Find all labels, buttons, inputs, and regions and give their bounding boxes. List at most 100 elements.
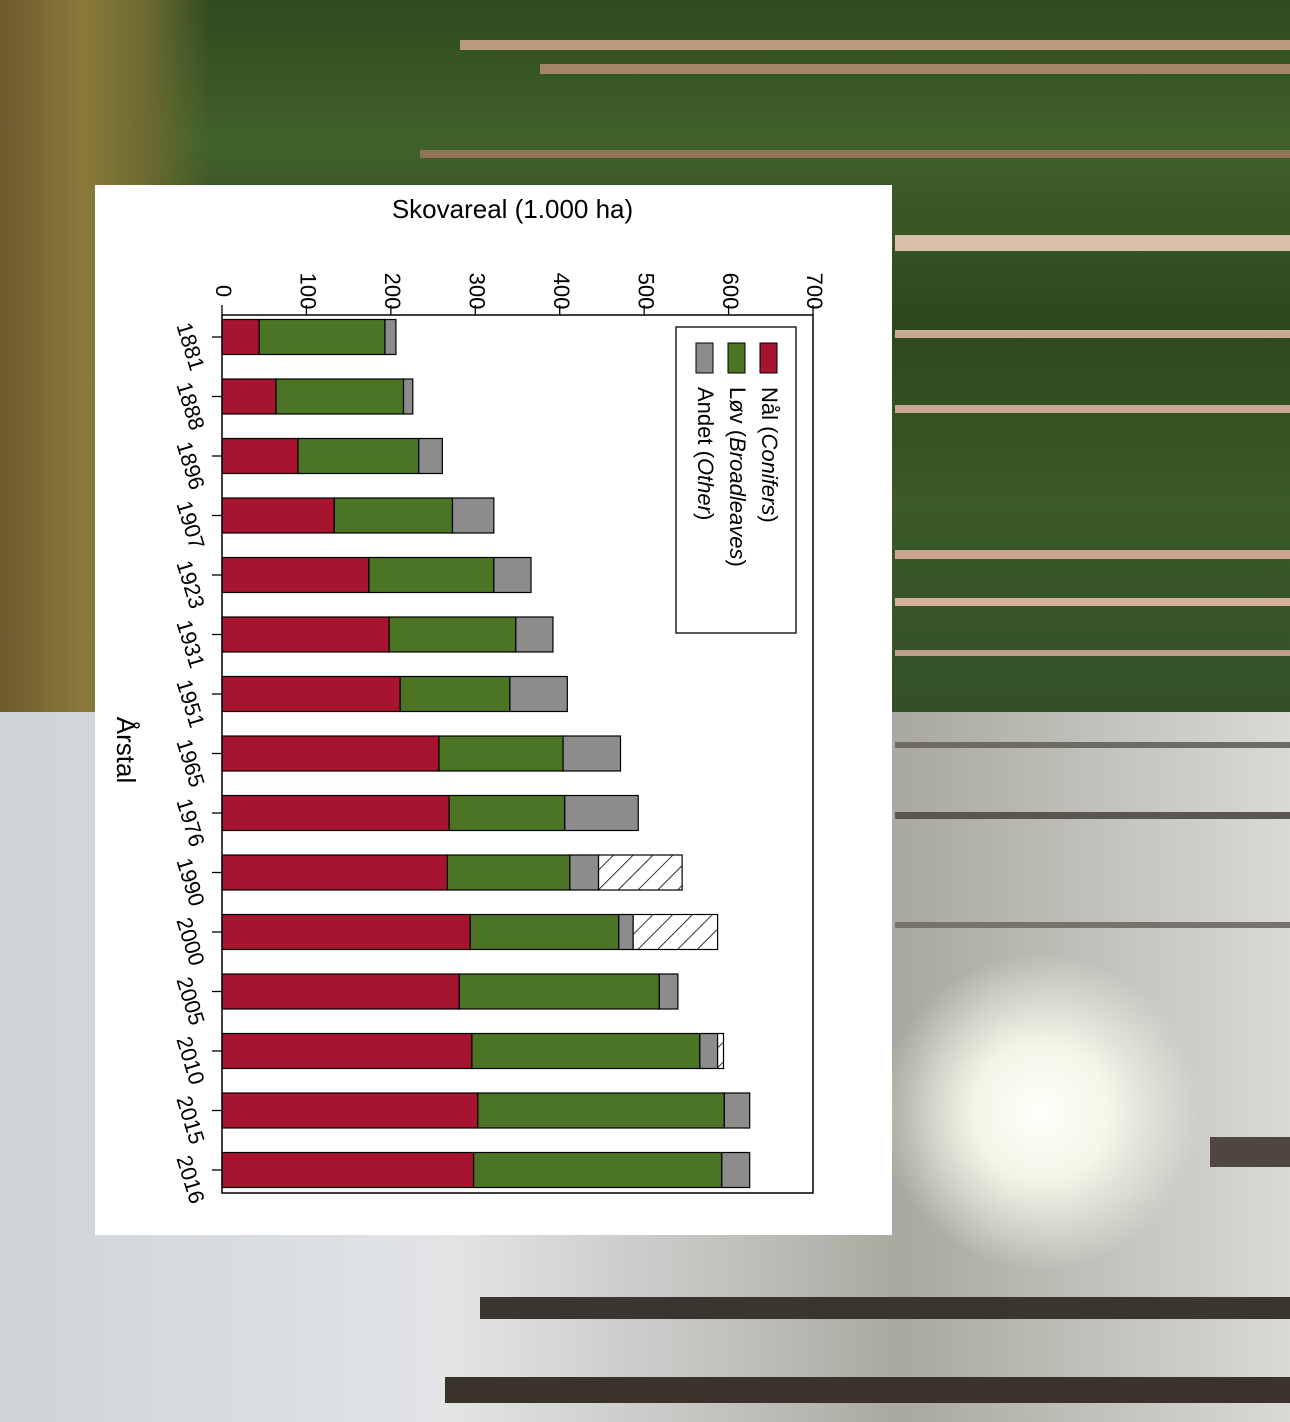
bar-other-1896 [418, 437, 443, 475]
legend-label-other: Andet (Other) [693, 387, 718, 520]
tree-trunk [895, 550, 1290, 559]
tree-trunk [895, 742, 1290, 748]
bar-conifers-1888 [221, 378, 277, 415]
bar-other-1951 [509, 675, 568, 713]
bar-conifers-1923 [221, 556, 370, 594]
bar-conifers-1896 [221, 437, 299, 475]
bar-hatched-2000 [632, 913, 719, 951]
bar-conifers-1965 [221, 735, 440, 772]
bars-layer [221, 318, 751, 1189]
bar-other-1888 [402, 378, 414, 415]
tree-trunk [540, 64, 1290, 74]
x-tick-label: 200 [380, 273, 405, 310]
y-tick-label: 1990 [172, 855, 210, 909]
tree-trunk [445, 1377, 1290, 1403]
legend-box [675, 326, 797, 634]
bar-conifers-1907 [221, 497, 335, 534]
legend: Nål (Conifers)Løv (Broadleaves)Andet (Ot… [675, 326, 797, 634]
tree-trunk [1210, 1137, 1290, 1167]
x-axis-label: Skovareal (1.000 ha) [392, 194, 633, 224]
bar-broadleaves-2016 [472, 1151, 723, 1189]
bar-broadleaves-1896 [297, 437, 420, 475]
bar-broadleaves-1931 [388, 616, 517, 653]
x-tick-label: 600 [718, 273, 743, 310]
bar-other-2010 [699, 1032, 719, 1070]
legend-label-close: ) [757, 515, 782, 522]
bar-other-2000 [618, 913, 634, 951]
bar-broadleaves-2010 [471, 1032, 701, 1070]
bar-broadleaves-1976 [448, 794, 566, 832]
legend-label-main: Nål ( [757, 387, 782, 434]
bar-broadleaves-2005 [458, 973, 660, 1010]
tree-trunk [895, 330, 1290, 338]
legend-label-main: Løv ( [725, 387, 750, 438]
y-axis-label: Årstal [111, 717, 141, 783]
legend-swatch-conifers [759, 342, 778, 374]
bar-broadleaves-1888 [275, 378, 405, 415]
tree-trunk [420, 150, 1290, 158]
bar-other-2016 [721, 1151, 751, 1189]
x-tick-label: 100 [296, 273, 321, 310]
legend-label-italic: Conifers [757, 433, 782, 515]
bar-conifers-2016 [221, 1151, 475, 1189]
bar-broadleaves-1923 [368, 556, 495, 594]
bar-broadleaves-1881 [258, 318, 386, 356]
y-tick-label: 1888 [172, 379, 210, 433]
bar-other-1881 [384, 318, 397, 356]
bar-broadleaves-1951 [399, 675, 511, 713]
legend-swatch-broadleaves [727, 342, 746, 374]
x-tick-label: 700 [802, 273, 827, 310]
bar-other-1965 [562, 735, 622, 772]
bar-hatched-2010 [716, 1032, 725, 1070]
y-tick-label: 1965 [172, 736, 210, 790]
bar-conifers-1881 [221, 318, 260, 356]
x-axis: 0 100 200 300 400 500 600 700 [211, 273, 827, 315]
legend-label-close: ) [693, 513, 718, 520]
y-tick-label: 2010 [172, 1033, 210, 1087]
chart-panel: 0 100 200 300 400 500 600 700 1881 1888 1896 1907 1… [95, 185, 892, 1235]
bar-broadleaves-1990 [446, 854, 571, 891]
y-tick-label: 2016 [172, 1152, 210, 1206]
bar-conifers-2015 [221, 1092, 479, 1129]
legend-label-main: Andet ( [693, 387, 718, 459]
stacked-bar-chart: 0 100 200 300 400 500 600 700 18811888189619071… [111, 194, 827, 1207]
sun-glare [880, 952, 1200, 1272]
x-tick-label: 0 [211, 285, 236, 297]
y-tick-label: 1881 [172, 319, 210, 373]
bar-conifers-2005 [221, 973, 460, 1010]
y-axis: 1881 1888 1896 1907 1923 1931 1951 1965 1976 1990… [172, 319, 222, 1207]
bar-hatched-1990 [597, 854, 683, 891]
bar-conifers-1990 [221, 854, 449, 891]
y-tick-label: 1907 [172, 498, 210, 552]
bar-conifers-1931 [221, 616, 390, 653]
y-tick-label: 1896 [172, 438, 210, 492]
bar-other-1931 [515, 616, 554, 653]
x-tick-label: 300 [464, 273, 489, 310]
x-tick-label: 500 [633, 273, 658, 310]
bar-other-1923 [493, 556, 532, 594]
y-tick-label: 1951 [172, 676, 210, 730]
legend-label-broadleaves: Løv (Broadleaves) [725, 387, 750, 567]
tree-trunk [895, 235, 1290, 251]
bar-other-2005 [658, 973, 679, 1010]
legend-label-italic: Broadleaves [725, 437, 750, 559]
bar-broadleaves-2000 [469, 913, 620, 951]
tree-trunk [895, 812, 1290, 819]
bar-other-1976 [564, 794, 639, 832]
bar-broadleaves-2015 [477, 1092, 725, 1129]
y-tick-label: 1976 [172, 795, 210, 849]
tree-trunk [895, 922, 1290, 928]
tree-trunk [895, 598, 1290, 606]
y-tick-label: 2000 [172, 914, 210, 968]
bar-broadleaves-1907 [333, 497, 454, 534]
bar-conifers-1976 [221, 794, 450, 832]
bar-other-1907 [451, 497, 495, 534]
tree-trunk [895, 405, 1290, 413]
y-tick-label: 2005 [172, 974, 210, 1028]
tree-trunk [895, 650, 1290, 656]
bar-conifers-2010 [221, 1032, 473, 1070]
legend-label-close: ) [725, 559, 750, 566]
legend-label-conifers: Nål (Conifers) [757, 387, 782, 523]
legend-label-italic: Other [693, 458, 718, 515]
bar-other-2015 [723, 1092, 751, 1129]
